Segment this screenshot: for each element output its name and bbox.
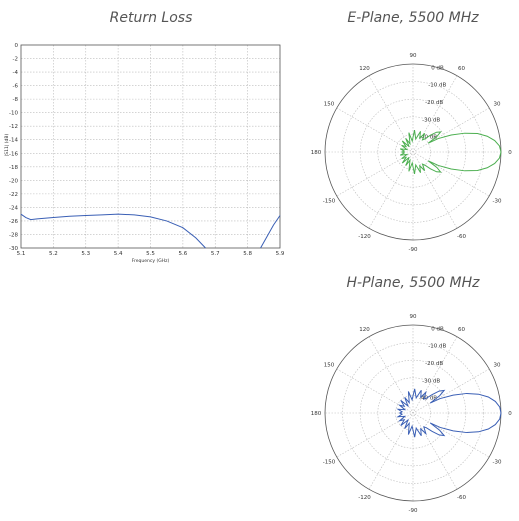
- angle-label: 90: [410, 314, 417, 320]
- angle-label: 30: [494, 102, 501, 108]
- return-loss-chart: 5.1 5.2 5.3 5.4 5.5 5.6 5.7 5.8 5.9 0 -2 -4 -6 -8 -10 -…: [4, 43, 285, 264]
- angle-label: 120: [359, 66, 370, 72]
- y-tick-label: -14: [9, 138, 18, 144]
- return-loss-line: [260, 215, 281, 249]
- polar-ring: [342, 81, 484, 223]
- y-axis-label: |S11| (dB): [4, 134, 10, 157]
- polar-spoke: [336, 107, 490, 197]
- polar-ring: [359, 98, 467, 206]
- y-tick-label: -18: [9, 165, 18, 171]
- x-tick-label: 5.3: [81, 251, 90, 257]
- y-tick-label: -10: [9, 111, 18, 117]
- y-tick-label: -8: [13, 97, 19, 103]
- radial-label: 0 dB: [431, 65, 444, 71]
- y-tick-label: -30: [9, 246, 18, 252]
- angle-label: 90: [410, 53, 417, 59]
- return-loss-line: [20, 213, 206, 249]
- plot-frame: [20, 44, 281, 249]
- radial-label: -10 dB: [428, 83, 446, 89]
- polar-spoke: [336, 368, 490, 458]
- angle-label: -90: [409, 508, 418, 514]
- return-loss-title: Return Loss: [109, 10, 193, 26]
- y-tick-label: -28: [9, 232, 18, 238]
- angle-label: 180: [311, 411, 322, 417]
- y-tick-label: -26: [9, 219, 18, 225]
- y-tick-label: -4: [13, 70, 19, 76]
- angle-label: 30: [494, 363, 501, 369]
- polar-ring: [342, 342, 484, 484]
- radial-label: -40 dB: [419, 396, 437, 402]
- radial-label: -20 dB: [425, 100, 443, 106]
- y-tick-label: -6: [13, 84, 19, 90]
- e-plane-polar-chart: 0 30 60 90 120 150 180 -150 -120 -90 -60 -30 0 dB -10…: [311, 53, 513, 253]
- y-tick-label: -2: [13, 57, 18, 63]
- angle-label: -120: [358, 234, 371, 240]
- radial-label: -10 dB: [428, 344, 446, 350]
- angle-label: 120: [359, 327, 370, 333]
- angle-label: -60: [457, 495, 466, 501]
- angle-label: 150: [324, 363, 335, 369]
- x-tick-label: 5.9: [276, 251, 285, 257]
- angle-label: 150: [324, 102, 335, 108]
- angle-label: -150: [323, 199, 336, 205]
- y-tick-label: -16: [9, 151, 18, 157]
- radial-label: 0 dB: [431, 326, 444, 332]
- x-tick-label: 5.4: [114, 251, 123, 257]
- angle-label: -90: [409, 247, 418, 253]
- angle-label: -120: [358, 495, 371, 501]
- x-tick-label: 5.6: [179, 251, 188, 257]
- x-tick-label: 5.7: [211, 251, 220, 257]
- angle-label: 60: [458, 66, 465, 72]
- h-plane-polar-chart: 0 30 60 90 120 150 180 -150 -120 -90 -60 -30 0 dB -10…: [311, 314, 513, 514]
- polar-ring: [359, 359, 467, 467]
- angle-label: 0: [508, 411, 512, 417]
- y-tick-label: -20: [9, 178, 18, 184]
- h-plane-title: H-Plane, 5500 MHz: [346, 275, 480, 291]
- e-plane-title: E-Plane, 5500 MHz: [347, 10, 479, 26]
- angle-label: -30: [493, 460, 502, 466]
- x-tick-label: 5.8: [243, 251, 252, 257]
- radial-label: -20 dB: [425, 361, 443, 367]
- angle-label: 60: [458, 327, 465, 333]
- x-tick-label: 5.5: [146, 251, 155, 257]
- angle-label: -150: [323, 460, 336, 466]
- angle-label: -60: [457, 234, 466, 240]
- y-tick-label: -12: [9, 124, 18, 130]
- x-tick-label: 5.2: [49, 251, 58, 257]
- angle-label: 0: [508, 150, 512, 156]
- y-tick-label: -22: [9, 192, 18, 198]
- radial-label: -30 dB: [422, 378, 440, 384]
- radiation-pattern-line: [396, 388, 502, 438]
- y-tick-label: 0: [15, 43, 19, 49]
- angle-label: 180: [311, 150, 322, 156]
- angle-label: -30: [493, 199, 502, 205]
- x-tick-label: 5.1: [17, 251, 26, 257]
- radiation-pattern-line: [399, 129, 502, 175]
- x-axis-label: Frequency (GHz): [132, 258, 170, 264]
- radial-label: -30 dB: [422, 117, 440, 123]
- radial-label: -40 dB: [419, 135, 437, 141]
- y-tick-label: -24: [9, 205, 18, 211]
